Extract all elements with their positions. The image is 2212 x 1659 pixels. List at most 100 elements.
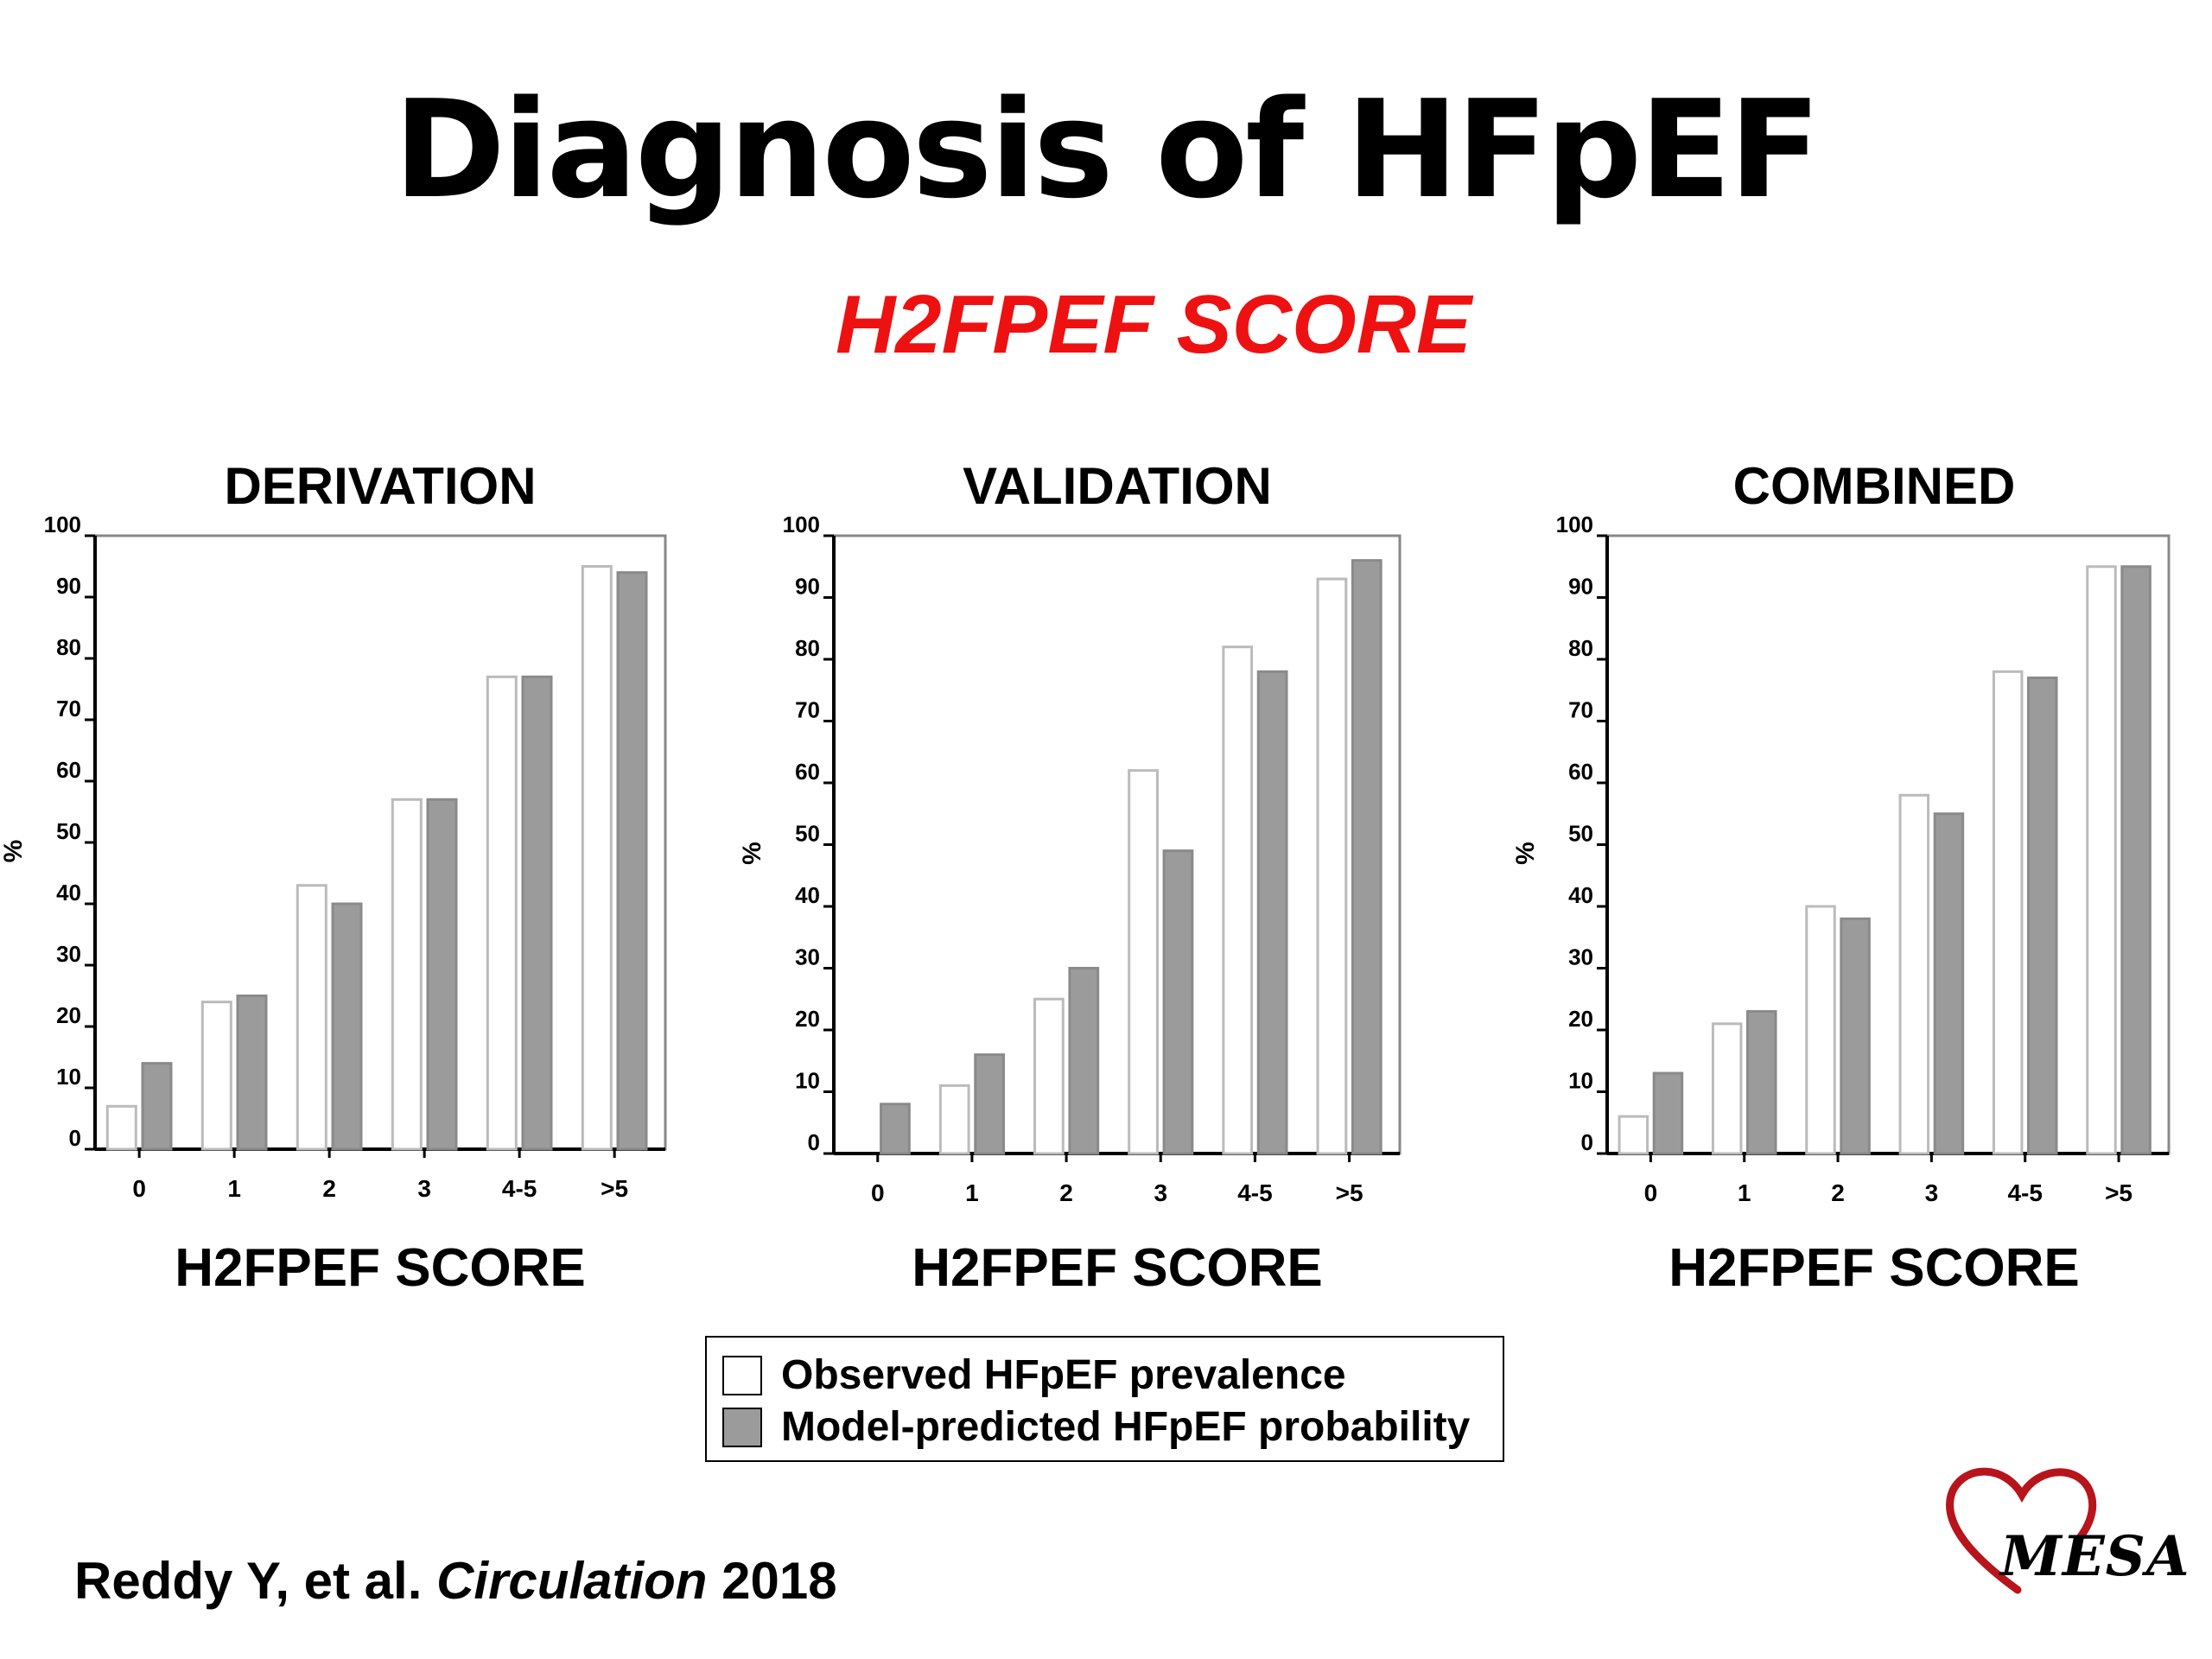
bar-observed	[1711, 1022, 1743, 1155]
legend-item-observed: Observed HFpEF prevalence	[722, 1353, 1346, 1398]
bar-observed	[1128, 769, 1159, 1155]
bar-predicted	[2027, 676, 2058, 1155]
y-tick-label: 0	[1581, 1129, 1593, 1155]
y-tick-label: 80	[795, 635, 820, 661]
x-tick-label: 0	[871, 1179, 885, 1206]
x-tick-label: 4-5	[1237, 1179, 1272, 1206]
bar-predicted	[2120, 565, 2152, 1155]
y-tick-label: 100	[783, 512, 820, 537]
bar-predicted	[521, 675, 553, 1151]
y-tick-label: 10	[1568, 1068, 1593, 1094]
x-tick-label: 3	[1154, 1179, 1167, 1206]
y-tick-label: 90	[56, 573, 81, 599]
combined-x-axis-title: H2FPEF SCORE	[1669, 1238, 2080, 1298]
bar-observed	[581, 565, 613, 1151]
validation-x-axis-title: H2FPEF SCORE	[912, 1238, 1323, 1298]
bar-predicted	[426, 798, 458, 1151]
bar-observed	[1618, 1115, 1649, 1155]
x-tick-label: 2	[322, 1175, 336, 1202]
mesa-logo-text: MESA	[2000, 1524, 2190, 1589]
y-tick-label: 80	[1568, 635, 1593, 661]
y-tick-label: 90	[795, 574, 820, 600]
y-axis-label: %	[1511, 842, 1540, 865]
y-tick-label: 30	[56, 941, 81, 967]
bar-observed	[1033, 997, 1065, 1155]
chart-legend: Observed HFpEF prevalence Model-predicte…	[705, 1336, 1504, 1462]
y-tick-label: 30	[1568, 944, 1593, 970]
y-tick-label: 80	[56, 634, 81, 660]
y-axis-label: %	[738, 842, 766, 865]
x-tick-label: 1	[1738, 1179, 1751, 1206]
citation: Reddy Y, et al. Circulation 2018	[74, 1555, 837, 1607]
bar-observed	[1222, 645, 1254, 1155]
bar-predicted	[1746, 1010, 1777, 1155]
derivation-panel-title: DERIVATION	[224, 457, 537, 515]
bar-predicted	[236, 995, 268, 1151]
bar-predicted	[1351, 559, 1382, 1155]
x-tick-label: 4-5	[2007, 1179, 2042, 1206]
derivation-x-axis-title: H2FPEF SCORE	[175, 1238, 586, 1298]
bar-observed	[938, 1084, 970, 1155]
legend-label-observed: Observed HFpEF prevalence	[781, 1352, 1346, 1398]
slide-title: Diagnosis of HFpEF	[393, 71, 1821, 228]
mesa-logo: MESA	[1936, 1460, 2195, 1607]
y-axis-label: %	[0, 840, 28, 863]
bar-observed	[2086, 565, 2117, 1155]
citation-year: 2018	[721, 1552, 837, 1610]
y-tick-label: 70	[795, 697, 820, 723]
y-tick-label: 30	[795, 944, 820, 970]
bar-predicted	[1068, 967, 1100, 1155]
plot-frame	[93, 534, 667, 1151]
x-tick-label: 0	[1644, 1179, 1658, 1206]
bar-observed	[1316, 577, 1348, 1155]
y-tick-label: 70	[1568, 697, 1593, 723]
bar-observed	[1992, 670, 2024, 1155]
citation-authors: Reddy Y, et al.	[74, 1552, 423, 1610]
legend-swatch-observed	[722, 1356, 762, 1395]
y-tick-label: 40	[1568, 882, 1593, 908]
y-tick-label: 70	[56, 696, 81, 721]
y-tick-label: 20	[56, 1002, 81, 1028]
y-tick-label: 10	[56, 1064, 81, 1090]
x-tick-label: 3	[417, 1175, 431, 1202]
bar-observed	[486, 675, 518, 1151]
x-tick-label: >5	[1336, 1179, 1363, 1206]
x-tick-label: 2	[1831, 1179, 1845, 1206]
bar-predicted	[974, 1053, 1005, 1155]
y-tick-label: 100	[44, 512, 81, 537]
x-tick-label: >5	[601, 1175, 628, 1202]
x-tick-label: 1	[965, 1179, 979, 1206]
legend-item-predicted: Model-predicted HFpEF probability	[722, 1405, 1470, 1450]
y-tick-label: 50	[795, 821, 820, 847]
y-tick-label: 0	[808, 1129, 820, 1155]
citation-journal: Circulation	[436, 1552, 708, 1610]
x-tick-label: 1	[227, 1175, 241, 1202]
legend-label-predicted: Model-predicted HFpEF probability	[781, 1404, 1471, 1450]
x-tick-label: 3	[1925, 1179, 1939, 1206]
bar-predicted	[1162, 849, 1194, 1155]
x-tick-label: >5	[2105, 1179, 2133, 1206]
bar-observed	[391, 798, 423, 1151]
slide-subtitle: H2FPEF SCORE	[835, 278, 1472, 371]
bar-predicted	[1652, 1071, 1684, 1155]
bar-predicted	[331, 902, 363, 1151]
bar-observed	[1805, 905, 1836, 1155]
bar-observed	[200, 1001, 232, 1151]
y-tick-label: 40	[56, 880, 81, 906]
bar-predicted	[1840, 917, 1871, 1155]
y-tick-label: 60	[795, 759, 820, 785]
y-tick-label: 60	[56, 757, 81, 783]
validation-panel-title: VALIDATION	[963, 457, 1272, 515]
combined-panel-title: COMBINED	[1732, 457, 2016, 515]
y-tick-label: 90	[1568, 574, 1593, 600]
plot-frame	[1605, 534, 2171, 1155]
legend-swatch-predicted	[722, 1408, 762, 1447]
y-tick-label: 60	[1568, 759, 1593, 785]
y-tick-label: 50	[56, 818, 81, 844]
bar-observed	[105, 1104, 137, 1151]
plot-frame	[832, 534, 1402, 1155]
y-tick-label: 0	[69, 1125, 81, 1151]
x-tick-label: 0	[132, 1175, 146, 1202]
y-tick-label: 10	[795, 1068, 820, 1094]
heart-icon	[1946, 1467, 2097, 1594]
